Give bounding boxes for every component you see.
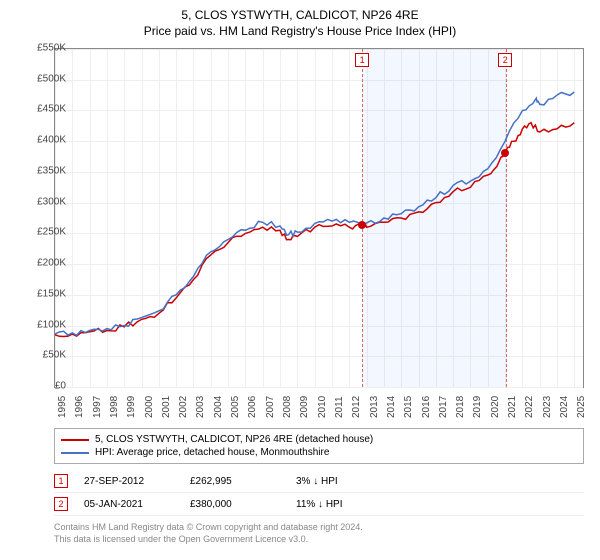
x-axis-tick-label: 2003 bbox=[195, 396, 206, 418]
transaction-price: £380,000 bbox=[190, 499, 280, 510]
chart: 12 bbox=[54, 48, 584, 388]
x-axis-tick-label: 2004 bbox=[213, 396, 224, 418]
series-hpi bbox=[55, 92, 574, 335]
x-axis-tick-label: 1997 bbox=[92, 396, 103, 418]
x-axis-tick-label: 1999 bbox=[126, 396, 137, 418]
legend: 5, CLOS YSTWYTH, CALDICOT, NP26 4RE (det… bbox=[54, 428, 584, 464]
transactions-table: 1 27-SEP-2012 £262,995 3% ↓ HPI 2 05-JAN-2021… bbox=[54, 470, 584, 516]
series-price_paid bbox=[55, 123, 574, 337]
y-axis-tick-label: £550K bbox=[16, 43, 66, 54]
transaction-row: 2 05-JAN-2021 £380,000 11% ↓ HPI bbox=[54, 493, 584, 516]
x-axis-tick-label: 2000 bbox=[144, 396, 155, 418]
x-axis-tick-label: 2024 bbox=[559, 396, 570, 418]
x-axis-tick-label: 1995 bbox=[57, 396, 68, 418]
transaction-delta: 3% ↓ HPI bbox=[296, 476, 386, 487]
x-axis-tick-label: 2021 bbox=[507, 396, 518, 418]
x-axis-tick-label: 2007 bbox=[265, 396, 276, 418]
disclaimer: Contains HM Land Registry data © Crown c… bbox=[54, 522, 363, 545]
x-axis-tick-label: 2011 bbox=[334, 396, 345, 418]
transaction-delta: 11% ↓ HPI bbox=[296, 499, 386, 510]
x-axis-tick-label: 2023 bbox=[542, 396, 553, 418]
y-axis-tick-label: £150K bbox=[16, 288, 66, 299]
transaction-marker-icon: 2 bbox=[54, 497, 68, 511]
x-axis-tick-label: 2010 bbox=[317, 396, 328, 418]
x-axis-tick-label: 2020 bbox=[490, 396, 501, 418]
y-axis-tick-label: £250K bbox=[16, 227, 66, 238]
transaction-point-2 bbox=[501, 149, 509, 157]
transaction-marker-icon: 1 bbox=[54, 474, 68, 488]
legend-item: HPI: Average price, detached house, Monm… bbox=[61, 446, 577, 459]
y-axis-tick-label: £350K bbox=[16, 165, 66, 176]
y-axis-tick-label: £200K bbox=[16, 258, 66, 269]
disclaimer-line: Contains HM Land Registry data © Crown c… bbox=[54, 522, 363, 534]
x-axis-tick-label: 1996 bbox=[74, 396, 85, 418]
y-axis-tick-label: £400K bbox=[16, 135, 66, 146]
x-axis-tick-label: 2002 bbox=[178, 396, 189, 418]
x-axis-tick-label: 2009 bbox=[299, 396, 310, 418]
legend-swatch bbox=[61, 452, 89, 454]
x-axis-tick-label: 2013 bbox=[369, 396, 380, 418]
y-axis-tick-label: £450K bbox=[16, 104, 66, 115]
x-axis-tick-label: 1998 bbox=[109, 396, 120, 418]
x-axis-tick-label: 2022 bbox=[524, 396, 535, 418]
transaction-marker-2: 2 bbox=[498, 53, 512, 67]
x-axis-tick-label: 2017 bbox=[438, 396, 449, 418]
y-axis-tick-label: £100K bbox=[16, 319, 66, 330]
x-axis-tick-label: 2001 bbox=[161, 396, 172, 418]
y-axis-tick-label: £0 bbox=[16, 381, 66, 392]
disclaimer-line: This data is licensed under the Open Gov… bbox=[54, 534, 363, 546]
x-axis-tick-label: 2016 bbox=[421, 396, 432, 418]
x-axis-tick-label: 2006 bbox=[247, 396, 258, 418]
transaction-date: 27-SEP-2012 bbox=[84, 476, 174, 487]
x-axis-tick-label: 2012 bbox=[351, 396, 362, 418]
legend-swatch bbox=[61, 439, 89, 441]
x-axis-tick-label: 2019 bbox=[472, 396, 483, 418]
transaction-point-1 bbox=[358, 221, 366, 229]
page-subtitle: Price paid vs. HM Land Registry's House … bbox=[0, 22, 600, 38]
y-axis-tick-label: £500K bbox=[16, 73, 66, 84]
x-axis-tick-label: 2014 bbox=[386, 396, 397, 418]
gridline bbox=[55, 387, 583, 388]
transaction-marker-1: 1 bbox=[355, 53, 369, 67]
x-axis-tick-label: 2008 bbox=[282, 396, 293, 418]
y-axis-tick-label: £50K bbox=[16, 350, 66, 361]
legend-label: HPI: Average price, detached house, Monm… bbox=[95, 447, 329, 458]
legend-label: 5, CLOS YSTWYTH, CALDICOT, NP26 4RE (det… bbox=[95, 434, 373, 445]
x-axis-tick-label: 2005 bbox=[230, 396, 241, 418]
x-axis-tick-label: 2025 bbox=[576, 396, 587, 418]
legend-item: 5, CLOS YSTWYTH, CALDICOT, NP26 4RE (det… bbox=[61, 433, 577, 446]
x-axis-tick-label: 2018 bbox=[455, 396, 466, 418]
transaction-price: £262,995 bbox=[190, 476, 280, 487]
transaction-date: 05-JAN-2021 bbox=[84, 499, 174, 510]
page-title: 5, CLOS YSTWYTH, CALDICOT, NP26 4RE bbox=[0, 0, 600, 22]
x-axis-tick-label: 2015 bbox=[403, 396, 414, 418]
y-axis-tick-label: £300K bbox=[16, 196, 66, 207]
transaction-row: 1 27-SEP-2012 £262,995 3% ↓ HPI bbox=[54, 470, 584, 493]
